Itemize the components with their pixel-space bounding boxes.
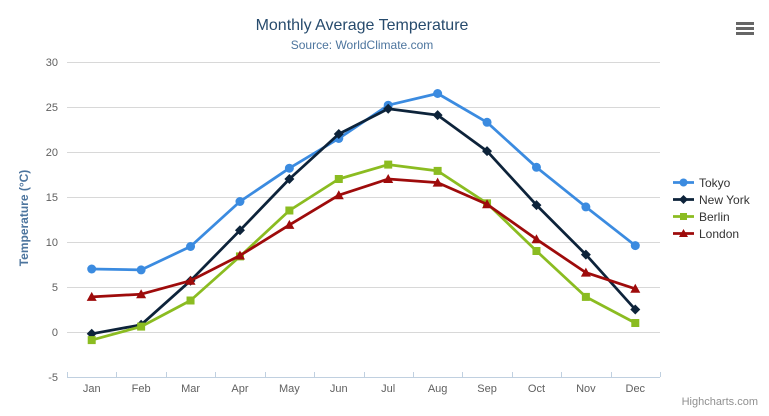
y-axis-tick-label: 0 (52, 327, 58, 339)
data-point[interactable] (630, 241, 640, 251)
data-point[interactable] (333, 129, 344, 139)
legend-item-tokyo[interactable]: Tokyo (673, 175, 750, 190)
series-london[interactable] (86, 174, 641, 301)
x-axis-tick-label: Sep (477, 383, 497, 395)
x-axis-tick-label: May (279, 383, 300, 395)
series-new-york[interactable] (86, 103, 641, 339)
x-axis-tick-label: Jan (83, 383, 101, 395)
data-point[interactable] (137, 322, 146, 331)
data-point[interactable] (433, 166, 442, 175)
y-axis-tick-label: -5 (48, 372, 58, 384)
x-axis-tick-label: Dec (626, 383, 646, 395)
data-point[interactable] (432, 110, 443, 121)
data-point[interactable] (580, 267, 591, 277)
legend: Tokyo New York Berlin London (673, 176, 750, 244)
hamburger-icon (735, 22, 755, 35)
series-line (90, 107, 637, 336)
series-line (90, 177, 637, 299)
chart-subtitle: Source: WorldClimate.com (290, 38, 434, 52)
data-point[interactable] (383, 103, 394, 114)
data-point[interactable] (185, 275, 196, 285)
x-axis-tick-label: Oct (528, 383, 545, 395)
x-axis-tick-label: Feb (132, 383, 151, 395)
data-point[interactable] (234, 250, 245, 260)
legend-item-new-york[interactable]: New York (673, 192, 750, 207)
data-point[interactable] (581, 292, 590, 301)
data-point[interactable] (482, 146, 493, 157)
data-point[interactable] (136, 265, 146, 275)
y-axis-tick-label: 15 (46, 192, 58, 204)
y-axis-title: Temperature (°C) (17, 170, 31, 267)
x-axis-tick-label: Apr (231, 383, 248, 395)
x-axis-tick-label: Mar (181, 383, 200, 395)
export-menu-button[interactable] (735, 21, 755, 38)
data-point[interactable] (482, 117, 492, 127)
data-point[interactable] (284, 163, 294, 173)
y-axis-tick-label: 30 (46, 57, 58, 69)
data-point[interactable] (383, 174, 394, 183)
data-point[interactable] (284, 219, 295, 229)
diamond-icon (673, 195, 694, 204)
x-axis-tick-label: Aug (428, 383, 448, 395)
data-point[interactable] (384, 160, 393, 169)
y-axis-tick-label: 25 (46, 102, 58, 114)
data-point[interactable] (531, 162, 541, 172)
data-point[interactable] (531, 200, 542, 211)
data-point[interactable] (631, 319, 640, 327)
legend-item-london[interactable]: London (673, 226, 750, 241)
data-point[interactable] (87, 336, 96, 345)
data-point[interactable] (87, 264, 97, 274)
data-point[interactable] (186, 296, 195, 305)
y-axis-tick-label: 5 (52, 282, 58, 294)
data-point[interactable] (531, 234, 542, 244)
square-icon (673, 213, 694, 220)
data-point[interactable] (186, 242, 196, 251)
data-point[interactable] (580, 249, 591, 260)
data-point[interactable] (630, 283, 641, 293)
data-point[interactable] (532, 247, 541, 255)
legend-label: Tokyo (699, 175, 731, 190)
data-point[interactable] (581, 202, 591, 212)
credits-link[interactable]: Highcharts.com (681, 396, 758, 408)
legend-label: New York (699, 192, 750, 207)
legend-label: Berlin (699, 209, 730, 224)
series-tokyo[interactable] (87, 89, 640, 275)
data-point[interactable] (333, 190, 344, 200)
data-point[interactable] (235, 197, 245, 206)
legend-item-berlin[interactable]: Berlin (673, 209, 750, 224)
data-point[interactable] (284, 174, 295, 184)
data-point[interactable] (285, 206, 294, 215)
data-point[interactable] (433, 89, 443, 98)
legend-label: London (699, 226, 740, 241)
y-axis-tick-label: 20 (46, 147, 58, 159)
series-line (90, 163, 637, 342)
y-axis-tick-label: 10 (46, 237, 58, 249)
data-point[interactable] (136, 289, 147, 299)
x-axis-tick-label: Jun (330, 383, 348, 395)
data-point[interactable] (630, 304, 641, 315)
circle-icon (673, 178, 694, 187)
chart-title: Monthly Average Temperature (255, 17, 469, 34)
data-point[interactable] (432, 177, 443, 187)
data-point[interactable] (86, 291, 97, 301)
data-point[interactable] (234, 225, 245, 236)
data-point[interactable] (482, 199, 493, 209)
triangle-icon (673, 229, 694, 237)
x-axis-tick-label: Nov (576, 383, 596, 395)
data-point[interactable] (334, 175, 343, 183)
x-axis-tick-label: Jul (381, 383, 395, 395)
